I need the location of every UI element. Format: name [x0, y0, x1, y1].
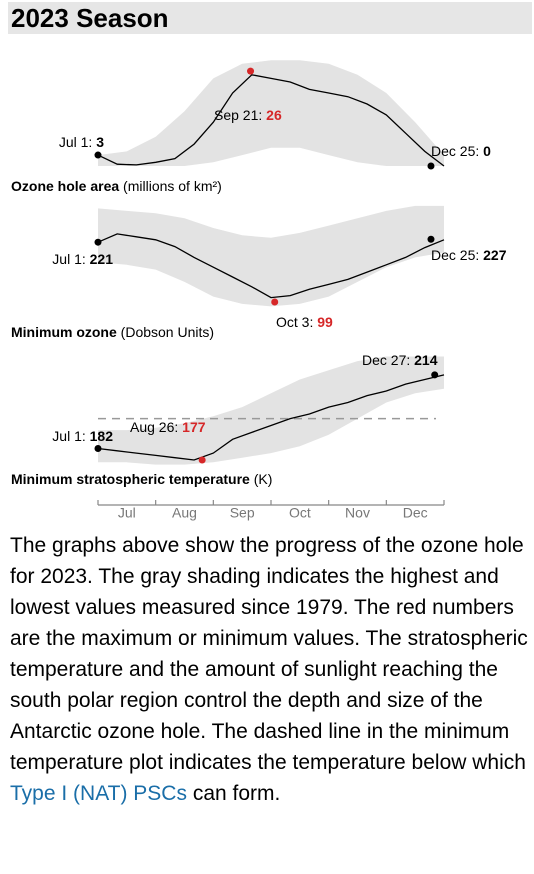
annotation-dot [247, 67, 255, 75]
annotation-dot [427, 235, 435, 243]
x-tick-label: Sep [230, 505, 255, 521]
annotation-dot [271, 298, 279, 306]
annotation-dot [198, 456, 206, 464]
annotation: Aug 26: 177 [130, 419, 206, 435]
header-title: 2023 Season [11, 3, 169, 33]
annotation: Sep 21: 26 [214, 107, 282, 123]
annotation-label: Jul 1: [59, 134, 92, 150]
annotation-dot [94, 238, 102, 246]
x-tick-label: Aug [172, 505, 197, 521]
chart-title: Ozone hole area (millions of km²) [11, 178, 222, 194]
range-band [98, 205, 444, 307]
annotation-value: 221 [90, 251, 114, 267]
text: can form. [192, 782, 281, 805]
x-tick-label: Jul [118, 505, 136, 521]
annotation: Jul 1: 3 [59, 134, 104, 150]
annotation-value: 177 [182, 419, 206, 435]
annotation-label: Sep 21: [214, 107, 262, 123]
annotation: Dec 25: 227 [431, 247, 507, 263]
annotation: Jul 1: 221 [52, 251, 113, 267]
text: The graphs above show the progress of th… [10, 534, 528, 774]
data-line [97, 233, 445, 299]
annotation-value: 182 [90, 428, 114, 444]
link[interactable]: Type I (NAT) PSCs [10, 782, 187, 805]
annotation-label: Oct 3: [276, 314, 313, 330]
annotation-label: Dec 27: [362, 352, 410, 368]
annotation-value: 99 [317, 314, 333, 330]
x-tick-label: Nov [345, 505, 370, 521]
annotation-label: Aug 26: [130, 419, 178, 435]
chart-units: (Dobson Units) [121, 324, 214, 340]
annotation-label: Jul 1: [52, 251, 85, 267]
annotation: Dec 27: 214 [362, 352, 438, 368]
annotation-dot [427, 162, 435, 170]
chart-units: (millions of km²) [123, 178, 222, 194]
range-band [98, 356, 444, 465]
description: The graphs above show the progress of th… [10, 530, 532, 809]
annotation-value: 214 [414, 352, 438, 368]
chart-title-main: Ozone hole area [11, 178, 119, 194]
x-tick-label: Oct [289, 505, 311, 521]
annotation-label: Dec 25: [431, 247, 479, 263]
annotation-value: 227 [483, 247, 507, 263]
annotation: Dec 25: 0 [431, 143, 491, 159]
data-line [97, 374, 445, 461]
annotation-dot [94, 151, 102, 159]
chart-title-main: Minimum ozone [11, 324, 117, 340]
annotation-value: 3 [96, 134, 104, 150]
annotation-dot [431, 371, 439, 379]
annotation-label: Dec 25: [431, 143, 479, 159]
annotation: Jul 1: 182 [52, 428, 113, 444]
chart-title-main: Minimum stratospheric temperature [11, 471, 250, 487]
chart-title: Minimum stratospheric temperature (K) [11, 471, 272, 487]
annotation-label: Jul 1: [52, 428, 85, 444]
annotation-value: 0 [483, 143, 491, 159]
charts: Jul 1: 3 Sep 21: 26 Dec 25: 0 Ozone hole ar… [11, 60, 507, 521]
annotation: Oct 3: 99 [276, 314, 333, 330]
range-band [98, 60, 444, 167]
data-line [97, 74, 445, 167]
chart-units: (K) [254, 471, 273, 487]
annotation-dot [94, 445, 102, 452]
header: 2023 Season [8, 2, 532, 34]
annotation-value: 26 [266, 107, 282, 123]
chart-title: Minimum ozone (Dobson Units) [11, 324, 214, 340]
x-tick-label: Dec [403, 505, 428, 521]
